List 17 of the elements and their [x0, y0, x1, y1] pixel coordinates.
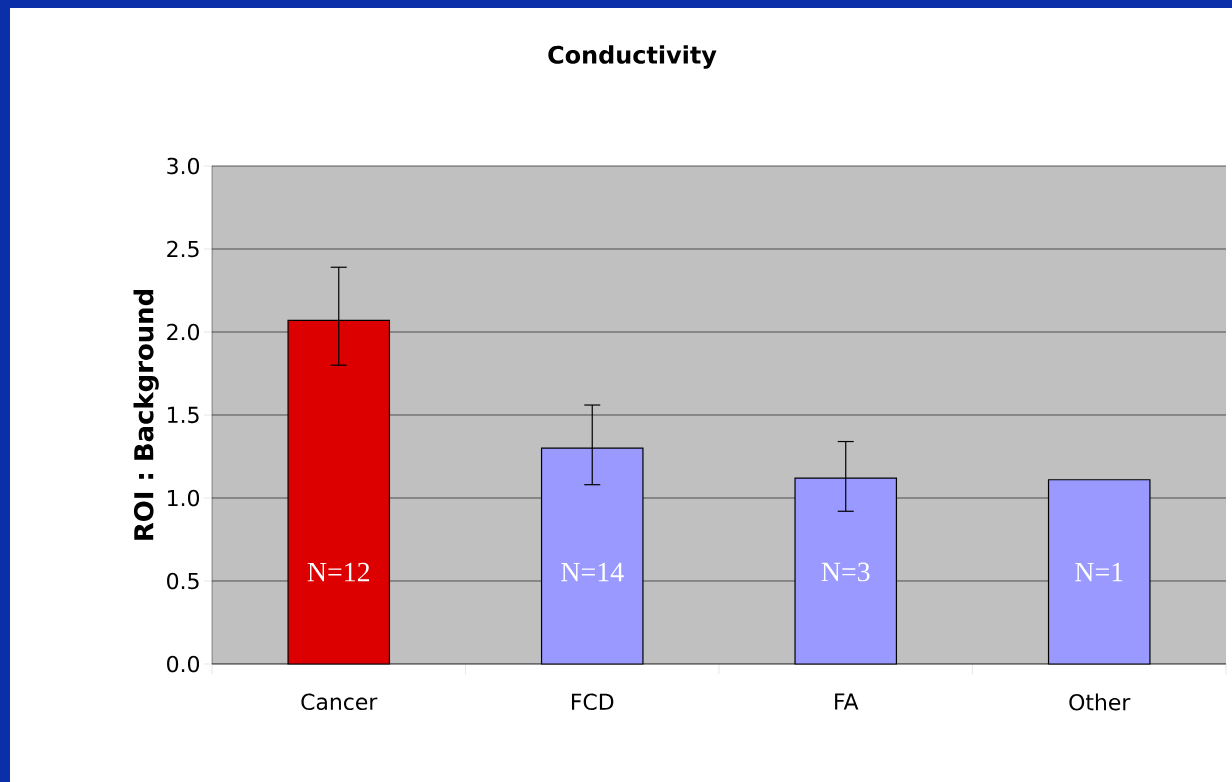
y-axis-title: ROI : Background	[133, 289, 159, 540]
annotation: N=12	[307, 562, 370, 582]
x-tick-label: Other	[1069, 693, 1131, 711]
y-tick-label: 2.0	[167, 323, 200, 341]
annotation: N=3	[821, 562, 870, 582]
chart-title: Conductivity	[548, 45, 717, 69]
y-tick-label: 0.5	[167, 572, 199, 590]
y-tick-label: 2.5	[167, 240, 199, 258]
y-tick-label: 1.0	[168, 489, 200, 507]
x-tick-label: FA	[835, 693, 859, 710]
y-tick-label: 0.0	[167, 655, 200, 673]
x-tick-label: FCD	[572, 693, 614, 711]
y-tick-label: 1.5	[168, 406, 199, 424]
annotation: N=1	[1075, 562, 1123, 582]
x-tick-label: Cancer	[301, 693, 378, 711]
annotation: N=14	[561, 562, 624, 582]
y-tick-label: 3.0	[167, 157, 200, 175]
